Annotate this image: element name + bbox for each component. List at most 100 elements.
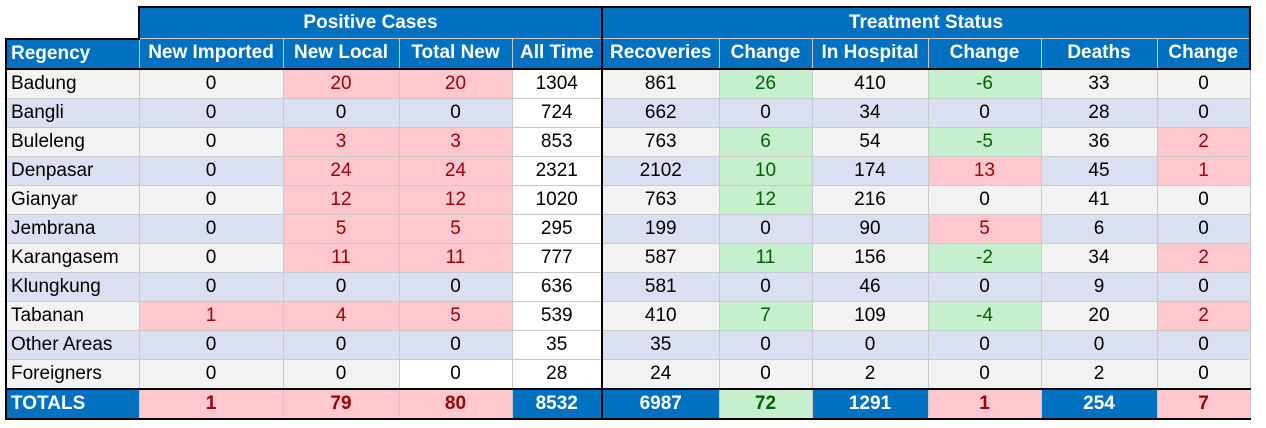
cell-recoveries-change: 12 [718,184,813,215]
cell-new-imported: 0 [138,126,284,157]
cell-in-hospital: 90 [811,213,929,244]
regency-name: Bangli [5,97,140,128]
regency-name: Tabanan [5,300,140,331]
cell-all-time: 35 [511,329,603,360]
cell-total-new: 12 [398,184,513,215]
cell-in-hospital: 410 [811,68,929,99]
covid-table: Positive Cases Treatment Status Regency … [5,6,1251,420]
table-row: Other Areas 0 0 0 35 35 0 0 0 0 0 [5,329,1251,360]
cell-deaths-change: 2 [1156,300,1251,331]
col-recoveries: Recoveries [601,38,720,70]
cell-new-imported: 1 [138,300,284,331]
cell-in-hospital: 1291 [811,387,929,420]
cell-deaths-change: 0 [1156,97,1251,128]
cell-new-local: 11 [282,242,400,273]
cell-recoveries-change: 0 [718,329,813,360]
cell-recoveries: 2102 [601,155,720,186]
cell-deaths: 0 [1040,329,1158,360]
cell-hospital-change: 1 [927,387,1042,420]
cell-all-time: 724 [511,97,603,128]
cell-new-local: 0 [282,97,400,128]
cell-deaths: 36 [1040,126,1158,157]
cell-new-imported: 0 [138,358,284,389]
cell-total-new: 11 [398,242,513,273]
cell-in-hospital: 174 [811,155,929,186]
cell-new-local: 24 [282,155,400,186]
cell-deaths-change: 0 [1156,358,1251,389]
cell-deaths-change: 0 [1156,68,1251,99]
cell-recoveries-change: 0 [718,271,813,302]
cell-deaths: 6 [1040,213,1158,244]
col-in-hospital: In Hospital [811,38,929,70]
cell-new-imported: 1 [138,387,284,420]
cell-recoveries: 662 [601,97,720,128]
cell-all-time: 8532 [511,387,603,420]
col-hospital-change: Change [927,38,1042,70]
blank-corner [6,7,139,40]
regency-name: Foreigners [5,358,140,389]
cell-total-new: 0 [398,329,513,360]
col-deaths-change: Change [1156,38,1251,70]
regency-name: Gianyar [5,184,140,215]
cell-all-time: 853 [511,126,603,157]
cell-new-local: 4 [282,300,400,331]
cell-in-hospital: 54 [811,126,929,157]
cell-hospital-change: 0 [927,271,1042,302]
cell-recoveries-change: 0 [718,213,813,244]
cell-deaths: 20 [1040,300,1158,331]
cell-new-imported: 0 [138,271,284,302]
cell-deaths: 33 [1040,68,1158,99]
cell-deaths: 2 [1040,358,1158,389]
table-row: Jembrana 0 5 5 295 199 0 90 5 6 0 [5,213,1251,244]
cell-total-new: 80 [398,387,513,420]
col-new-imported: New Imported [138,38,284,70]
cell-in-hospital: 156 [811,242,929,273]
cell-new-local: 0 [282,358,400,389]
cell-recoveries-change: 0 [718,358,813,389]
cell-deaths-change: 7 [1156,387,1251,420]
cell-hospital-change: -2 [927,242,1042,273]
cell-all-time: 2321 [511,155,603,186]
cell-hospital-change: 13 [927,155,1042,186]
cell-deaths: 41 [1040,184,1158,215]
cell-in-hospital: 34 [811,97,929,128]
regency-name: Other Areas [5,329,140,360]
cell-new-local: 0 [282,329,400,360]
cell-new-local: 79 [282,387,400,420]
cell-deaths: 28 [1040,97,1158,128]
cell-deaths: 45 [1040,155,1158,186]
cell-hospital-change: 0 [927,184,1042,215]
cell-deaths-change: 0 [1156,184,1251,215]
cell-new-imported: 0 [138,184,284,215]
cell-recoveries-change: 11 [718,242,813,273]
col-new-local: New Local [282,38,400,70]
cell-recoveries-change: 72 [718,387,813,420]
cell-new-imported: 0 [138,68,284,99]
totals-label: TOTALS [5,387,140,420]
cell-all-time: 636 [511,271,603,302]
cell-deaths-change: 0 [1156,271,1251,302]
cell-deaths: 9 [1040,271,1158,302]
group-positive-cases: Positive Cases [138,6,603,39]
table-row: Bangli 0 0 0 724 662 0 34 0 28 0 [5,97,1251,128]
cell-recoveries: 24 [601,358,720,389]
cell-recoveries: 763 [601,126,720,157]
cell-new-imported: 0 [138,329,284,360]
cell-new-local: 0 [282,271,400,302]
col-deaths: Deaths [1040,38,1158,70]
cell-recoveries-change: 0 [718,97,813,128]
cell-deaths-change: 2 [1156,242,1251,273]
cell-deaths: 254 [1040,387,1158,420]
regency-name: Badung [5,68,140,99]
cell-in-hospital: 216 [811,184,929,215]
regency-name: Denpasar [5,155,140,186]
cell-all-time: 539 [511,300,603,331]
cell-recoveries: 199 [601,213,720,244]
cell-recoveries: 410 [601,300,720,331]
group-treatment-status: Treatment Status [601,6,1251,39]
cell-new-local: 20 [282,68,400,99]
cell-total-new: 20 [398,68,513,99]
cell-recoveries-change: 26 [718,68,813,99]
col-total-new: Total New [398,38,513,70]
table-row: Klungkung 0 0 0 636 581 0 46 0 9 0 [5,271,1251,302]
